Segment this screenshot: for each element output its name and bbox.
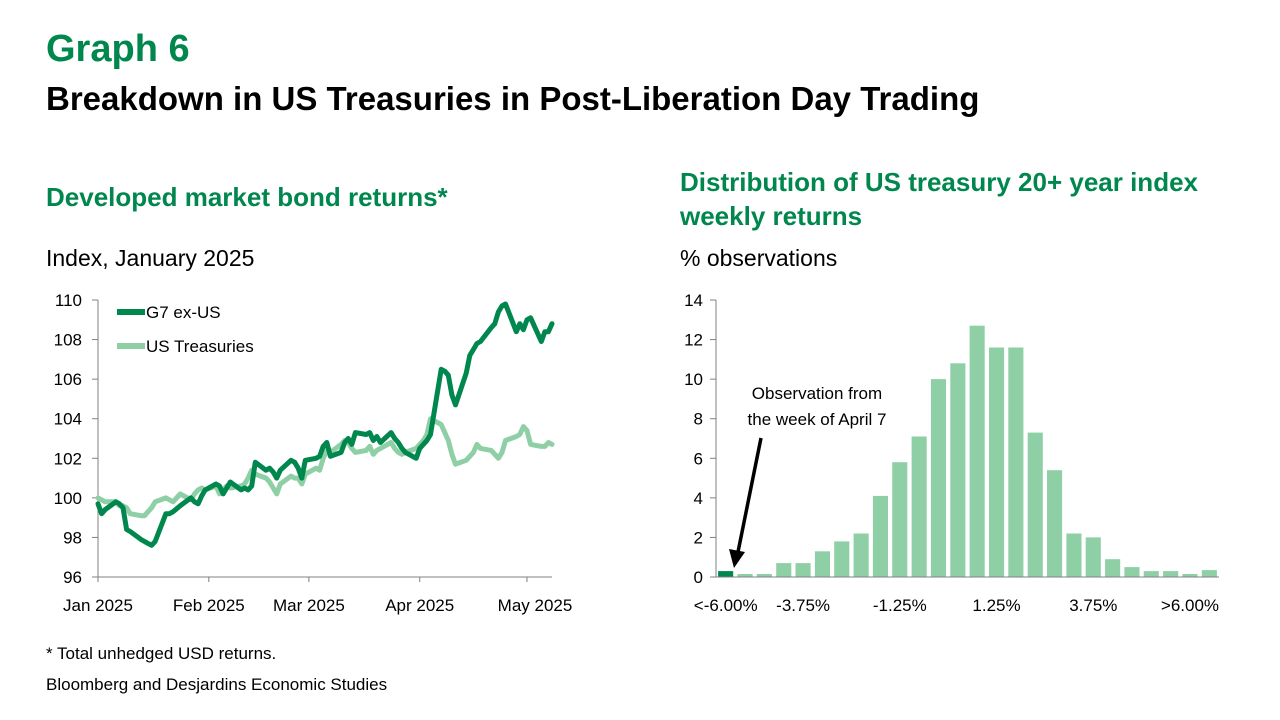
histogram-bar [1201,570,1217,577]
page-title: Breakdown in US Treasuries in Post-Liber… [46,80,980,117]
x-tick-label: Jan 2025 [63,596,133,615]
x-tick-label: 3.75% [1069,596,1117,615]
histogram-bar [872,495,888,577]
legend-label: G7 ex-US [146,303,221,322]
y-tick-label: 6 [694,449,703,468]
source-note: Bloomberg and Desjardins Economic Studie… [46,675,388,694]
histogram-bar [853,533,869,577]
series-line-us-treasuries [95,416,555,519]
histogram-bar [834,541,850,577]
x-tick-label: -1.25% [873,596,927,615]
histogram-bar [1085,537,1101,577]
legend-label: US Treasuries [146,337,254,356]
annotation-text-line2: the week of April 7 [748,410,887,429]
histogram-bar [1105,559,1121,577]
y-tick-label: 100 [54,489,82,508]
histogram-bar [737,574,753,577]
histogram-bar [814,551,830,577]
x-tick-label: <-6.00% [694,596,758,615]
x-tick-label: Mar 2025 [273,596,345,615]
annotation-arrow-head [729,549,745,568]
y-tick-label: 96 [63,568,82,587]
histogram-bar [1143,571,1159,577]
graph-number: Graph 6 [46,28,190,70]
histogram-bar [776,563,792,577]
histogram-bar [1182,574,1198,577]
x-tick-label: >6.00% [1161,596,1219,615]
y-tick-label: 102 [54,449,82,468]
histogram-bar [1008,347,1024,577]
bond-returns-line-chart: 96 98 100 102 104 106 108 110 Jan 2025 Feb 2025 Ma… [54,291,573,615]
histogram-bar-highlight [718,571,734,577]
y-tick-label: 110 [55,291,82,310]
y-tick-label: 10 [684,370,703,389]
x-tick-label: May 2025 [498,596,573,615]
x-tick-label: 1.25% [972,596,1020,615]
y-tick-label: 12 [684,331,703,350]
footnote: * Total unhedged USD returns. [46,644,277,663]
histogram-bar [1163,571,1179,577]
right-chart-unit: % observations [680,245,838,271]
histogram-bar [911,436,927,577]
histogram-bar [930,379,946,577]
y-tick-label: 98 [63,528,82,547]
x-tick-label: Apr 2025 [385,596,454,615]
y-tick-label: 108 [54,331,82,350]
histogram-bar [1124,567,1140,577]
left-chart-subtitle: Developed market bond returns* [46,182,448,212]
right-chart-subtitle-line2: weekly returns [680,201,863,231]
y-tick-label: 104 [54,410,82,429]
histogram-bar [989,347,1005,577]
right-chart-subtitle: Distribution of US treasury 20+ year ind… [680,165,1198,233]
histogram-bar [950,363,966,577]
y-tick-label: 2 [694,528,703,547]
annotation-text-line1: Observation from [752,384,882,403]
x-tick-label: Feb 2025 [173,596,245,615]
y-tick-label: 106 [54,370,82,389]
annotation-arrow-line [736,437,763,553]
histogram-bar [969,325,985,577]
histogram-bar [1027,432,1043,577]
right-chart-subtitle-line1: Distribution of US treasury 20+ year ind… [680,167,1198,197]
y-tick-label: 14 [684,291,703,310]
y-tick-label: 0 [694,568,703,587]
y-tick-label: 8 [694,410,703,429]
histogram-bar [1047,470,1063,577]
histogram-bar [892,462,908,577]
y-tick-label: 4 [694,489,703,508]
histogram-bar [756,574,772,577]
treasury-distribution-histogram: 0 2 4 6 8 10 12 14 <-6.00% -3.75% -1.25% 1.25% 3.75%… [684,291,1219,615]
histogram-bar [1066,533,1082,577]
x-tick-label: -3.75% [776,596,830,615]
histogram-bar [795,563,811,577]
left-chart-unit: Index, January 2025 [46,245,255,271]
series-line-g7-ex-us [95,301,555,548]
